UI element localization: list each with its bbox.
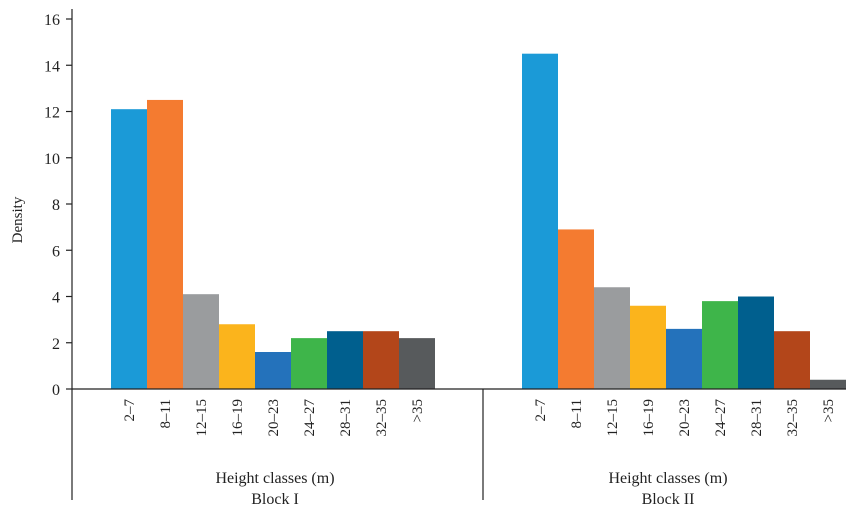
x-tick-label: 12–15 bbox=[194, 399, 210, 437]
axes-layer bbox=[66, 9, 846, 500]
x-tick-label: >35 bbox=[821, 399, 837, 422]
y-tick-label: 2 bbox=[52, 336, 60, 353]
group-label: Block I bbox=[251, 491, 299, 508]
bar bbox=[522, 53, 558, 389]
bar bbox=[738, 296, 774, 389]
x-tick-label: 28–31 bbox=[749, 399, 765, 437]
y-tick-label: 12 bbox=[44, 105, 60, 122]
bar bbox=[219, 324, 255, 389]
x-tick-label: 8–11 bbox=[158, 399, 174, 428]
y-tick-label: 10 bbox=[44, 151, 60, 168]
bar bbox=[666, 328, 702, 389]
bar bbox=[774, 331, 810, 389]
bar bbox=[327, 331, 363, 389]
y-tick-label: 0 bbox=[52, 382, 60, 399]
x-tick-label: 2–7 bbox=[122, 399, 138, 422]
bar bbox=[183, 294, 219, 389]
bar bbox=[147, 99, 183, 389]
bar bbox=[558, 229, 594, 389]
bar bbox=[630, 305, 666, 389]
group-label: Block II bbox=[642, 491, 695, 508]
y-tick-label: 14 bbox=[44, 58, 60, 75]
y-tick-label: 6 bbox=[52, 243, 60, 260]
x-axis-title: Height classes (m) bbox=[215, 470, 334, 487]
bar bbox=[702, 301, 738, 389]
x-tick-label: 16–19 bbox=[641, 399, 657, 437]
y-tick-label: 8 bbox=[52, 197, 60, 214]
x-tick-label: 8–11 bbox=[569, 399, 585, 428]
x-tick-label: 24–27 bbox=[713, 399, 729, 437]
bar bbox=[594, 287, 630, 389]
x-axis-title: Height classes (m) bbox=[608, 470, 727, 487]
y-tick-label: 16 bbox=[44, 12, 60, 29]
x-tick-label: 24–27 bbox=[302, 399, 318, 437]
bar bbox=[810, 379, 846, 389]
x-tick-label: 2–7 bbox=[533, 399, 549, 422]
bar bbox=[111, 109, 147, 389]
x-tick-label: 20–23 bbox=[266, 399, 282, 437]
labels-layer: 0 2 4 6 8 10 12 14 16 2–7 8–11 12–15 16–19 20–23 24–27… bbox=[44, 12, 837, 508]
bar bbox=[291, 338, 327, 389]
bar bbox=[255, 352, 291, 389]
x-tick-label: 12–15 bbox=[605, 399, 621, 437]
x-tick-label: 32–35 bbox=[374, 399, 390, 437]
x-tick-label: 32–35 bbox=[785, 399, 801, 437]
x-tick-label: 28–31 bbox=[338, 399, 354, 437]
y-tick-label: 4 bbox=[52, 290, 60, 307]
bar bbox=[363, 331, 399, 389]
bars-layer bbox=[111, 53, 846, 389]
bar bbox=[399, 338, 435, 389]
y-axis-title: Density bbox=[10, 196, 26, 243]
x-tick-label: >35 bbox=[410, 399, 426, 422]
x-tick-label: 20–23 bbox=[677, 399, 693, 437]
x-tick-label: 16–19 bbox=[230, 399, 246, 437]
